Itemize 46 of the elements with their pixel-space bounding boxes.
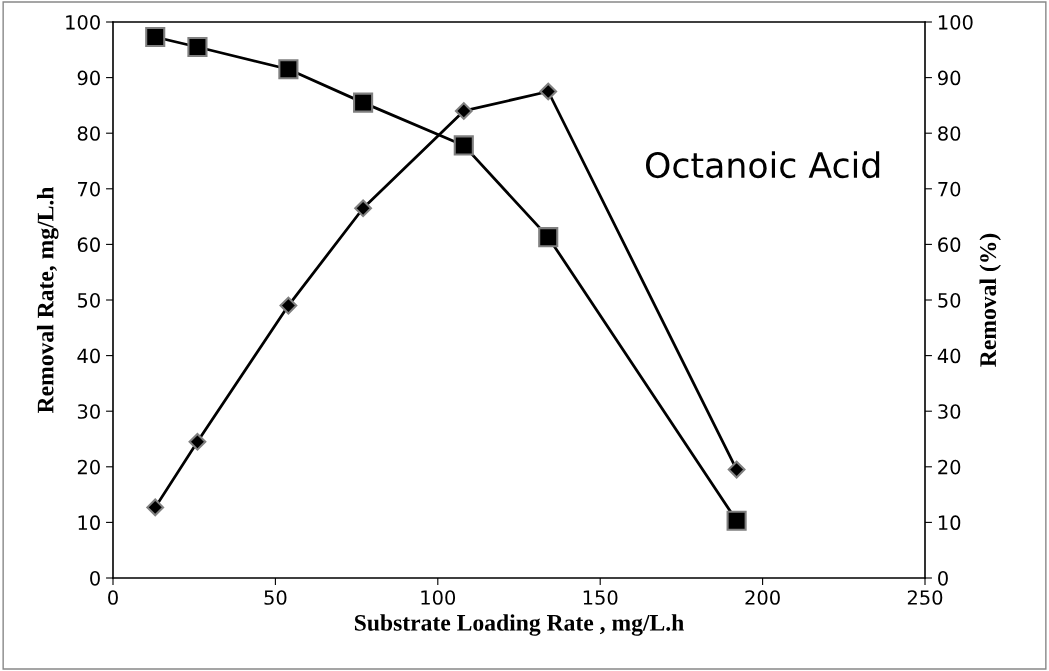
- point: [353, 92, 374, 113]
- y-tick-label: 0: [90, 570, 100, 586]
- y-tick-label: 80: [77, 126, 100, 141]
- y2-axis-title: Removal (%): [979, 233, 1001, 367]
- x-tick-label: 150: [583, 590, 618, 605]
- y-axis-title: Removal Rate, mg/L.h: [36, 186, 59, 414]
- y-tick-label: 10: [78, 515, 100, 531]
- y2-tick-label: 30: [938, 404, 961, 419]
- y2-tick-label: 20: [938, 459, 961, 475]
- x-axis-title: Substrate Loading Rate , mg/L.h: [354, 614, 684, 636]
- y-tick-label: 30: [77, 404, 100, 419]
- y2-tick-label: 50: [938, 292, 961, 308]
- y-tick-label: 70: [78, 181, 100, 197]
- y2-tick-label: 40: [937, 348, 961, 364]
- x-tick-label: 0: [108, 590, 118, 605]
- y2-tick-label: 80: [938, 126, 961, 141]
- x-tick-label: 200: [745, 590, 780, 605]
- point: [187, 36, 208, 58]
- point: [146, 498, 165, 517]
- y2-tick-label: 70: [938, 181, 961, 197]
- point: [145, 26, 166, 48]
- point: [188, 432, 207, 451]
- point: [453, 135, 474, 156]
- x-tick-label: 100: [421, 590, 456, 605]
- y2-tick-label: 60: [938, 237, 961, 253]
- y-tick-label: 100: [66, 14, 100, 30]
- y-tick-label: 60: [77, 237, 100, 253]
- y2-tick-label: 10: [938, 515, 961, 531]
- point: [726, 510, 747, 531]
- y2-tick-label: 0: [938, 570, 948, 586]
- point: [727, 460, 746, 479]
- point: [278, 59, 299, 80]
- x-tick-label: 50: [264, 590, 287, 605]
- point: [538, 227, 559, 248]
- point: [454, 102, 473, 120]
- annotation: Octanoic Acid: [646, 151, 880, 179]
- y-tick-label: 50: [77, 292, 100, 308]
- x-tick-label: 250: [907, 590, 943, 605]
- point: [539, 82, 558, 101]
- y-tick-label: 20: [77, 459, 100, 475]
- point: [354, 199, 372, 218]
- y2-tick-label: 100: [938, 14, 973, 30]
- point: [279, 296, 298, 315]
- y2-tick-label: 90: [938, 70, 961, 86]
- y-tick-label: 40: [77, 348, 100, 364]
- y-tick-label: 90: [77, 70, 100, 86]
